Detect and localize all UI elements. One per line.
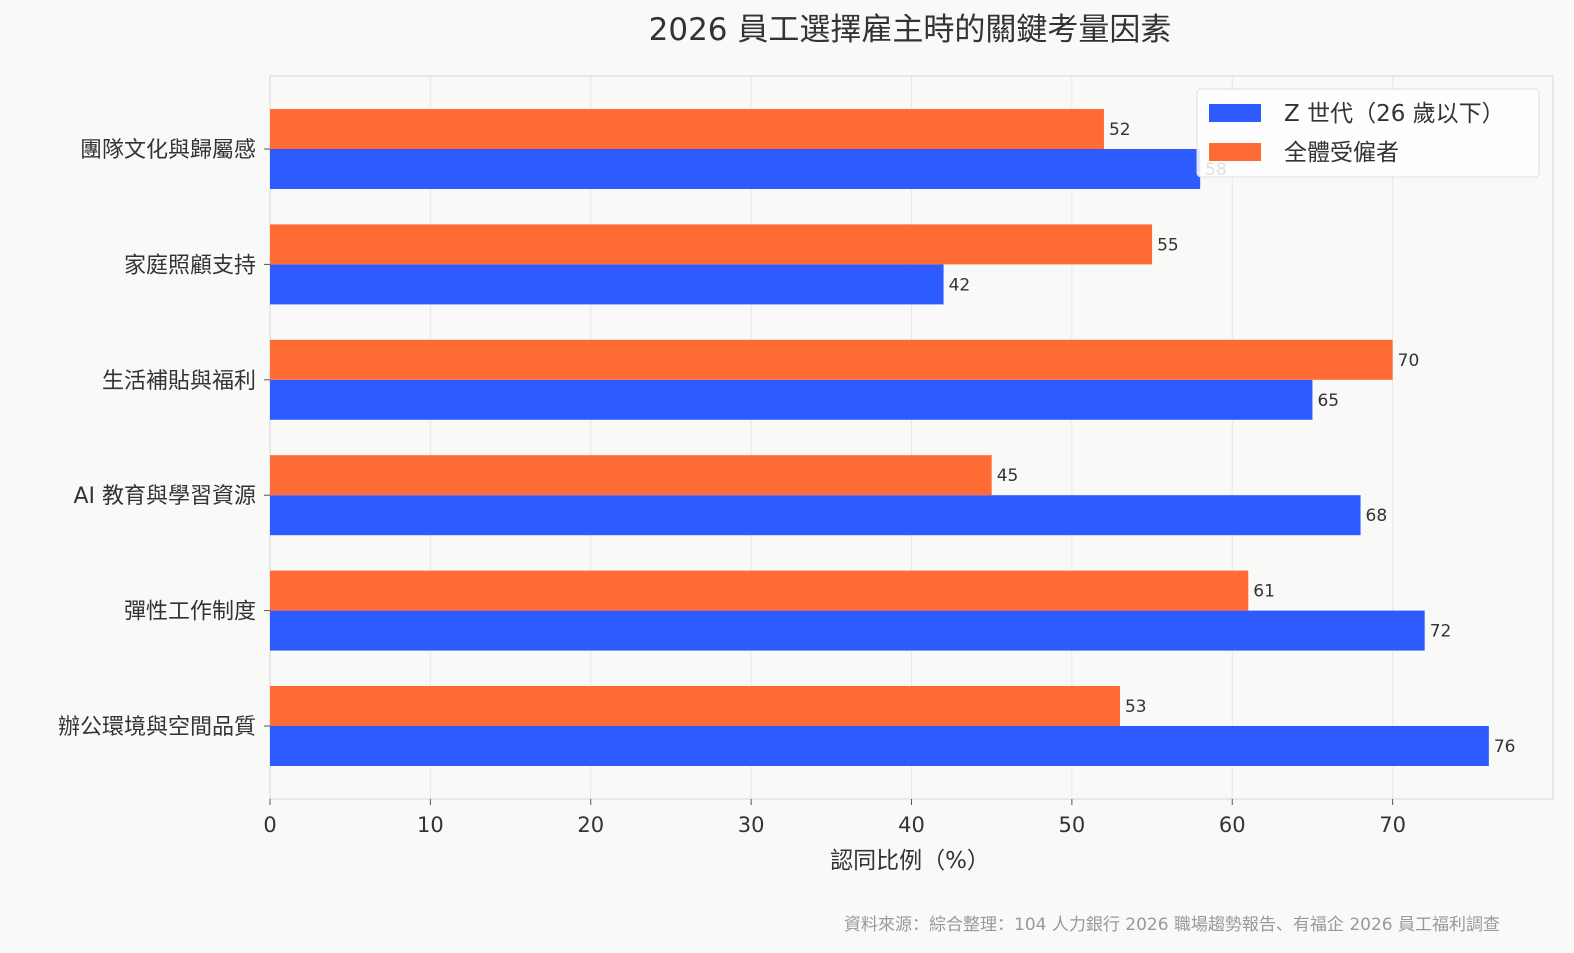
y-tick-label-1: 家庭照顧支持: [124, 253, 256, 278]
x-tick-label-50: 50: [1059, 813, 1086, 837]
data-label-all-employees-0: 52: [1109, 120, 1131, 140]
data-label-all-employees-2: 70: [1398, 351, 1420, 371]
bar-all-employees-2: [270, 339, 1393, 380]
bar-all-employees-1: [270, 224, 1153, 265]
legend-swatch-all-employees: [1209, 143, 1261, 161]
bar-gen-z-5: [270, 726, 1489, 766]
data-label-all-employees-5: 53: [1125, 697, 1147, 717]
x-axis-label: 認同比例（%）: [830, 848, 990, 874]
bar-all-employees-3: [270, 455, 992, 496]
y-tick-label-5: 辦公環境與空間品質: [58, 715, 256, 740]
x-tick-label-60: 60: [1219, 813, 1246, 837]
bar-gen-z-2: [270, 379, 1313, 420]
data-label-gen-z-1: 42: [949, 275, 971, 295]
bar-gen-z-1: [270, 264, 944, 305]
bar-all-employees-0: [270, 109, 1104, 149]
y-tick-label-4: 彈性工作制度: [124, 600, 256, 625]
y-tick-label-3: AI 教育與學習資源: [73, 484, 256, 509]
legend-box: [1196, 88, 1540, 178]
source-note: 資料來源：綜合整理：104 人力銀行 2026 職場趨勢報告、有福企 2026 …: [844, 915, 1500, 935]
legend: Z 世代（26 歲以下） 全體受僱者: [1196, 88, 1540, 178]
bar-all-employees-5: [270, 686, 1120, 726]
data-label-all-employees-4: 61: [1253, 582, 1275, 602]
legend-swatch-gen-z: [1209, 104, 1261, 122]
data-label-gen-z-3: 68: [1366, 506, 1388, 526]
data-labels: 584265687276525570456153: [949, 120, 1516, 757]
data-label-gen-z-4: 72: [1430, 622, 1452, 642]
x-tick-label-40: 40: [898, 813, 925, 837]
chart-title: 2026 員工選擇雇主時的關鍵考量因素: [649, 12, 1172, 48]
x-tick-label-20: 20: [577, 813, 604, 837]
x-tick-label-70: 70: [1379, 813, 1406, 837]
data-label-all-employees-3: 45: [997, 466, 1019, 486]
x-tick-label-0: 0: [263, 813, 276, 837]
bar-gen-z-0: [270, 149, 1201, 189]
bars: [270, 109, 1489, 766]
data-label-gen-z-5: 76: [1494, 737, 1516, 757]
bar-all-employees-4: [270, 570, 1249, 611]
y-tick-label-0: 團隊文化與歸屬感: [80, 138, 256, 163]
data-label-all-employees-1: 55: [1157, 235, 1179, 255]
x-axis-ticks: 0 10 20 30 40 50 60 70: [263, 799, 1406, 837]
y-tick-label-2: 生活補貼與福利: [102, 369, 256, 394]
bar-gen-z-3: [270, 495, 1361, 536]
legend-label-all-employees: 全體受僱者: [1284, 140, 1399, 166]
bar-gen-z-4: [270, 610, 1425, 651]
x-tick-label-10: 10: [417, 813, 444, 837]
legend-label-gen-z: Z 世代（26 歲以下）: [1284, 101, 1505, 127]
data-label-gen-z-2: 65: [1317, 391, 1339, 411]
grid: [269, 76, 1394, 799]
x-tick-label-30: 30: [738, 813, 765, 837]
